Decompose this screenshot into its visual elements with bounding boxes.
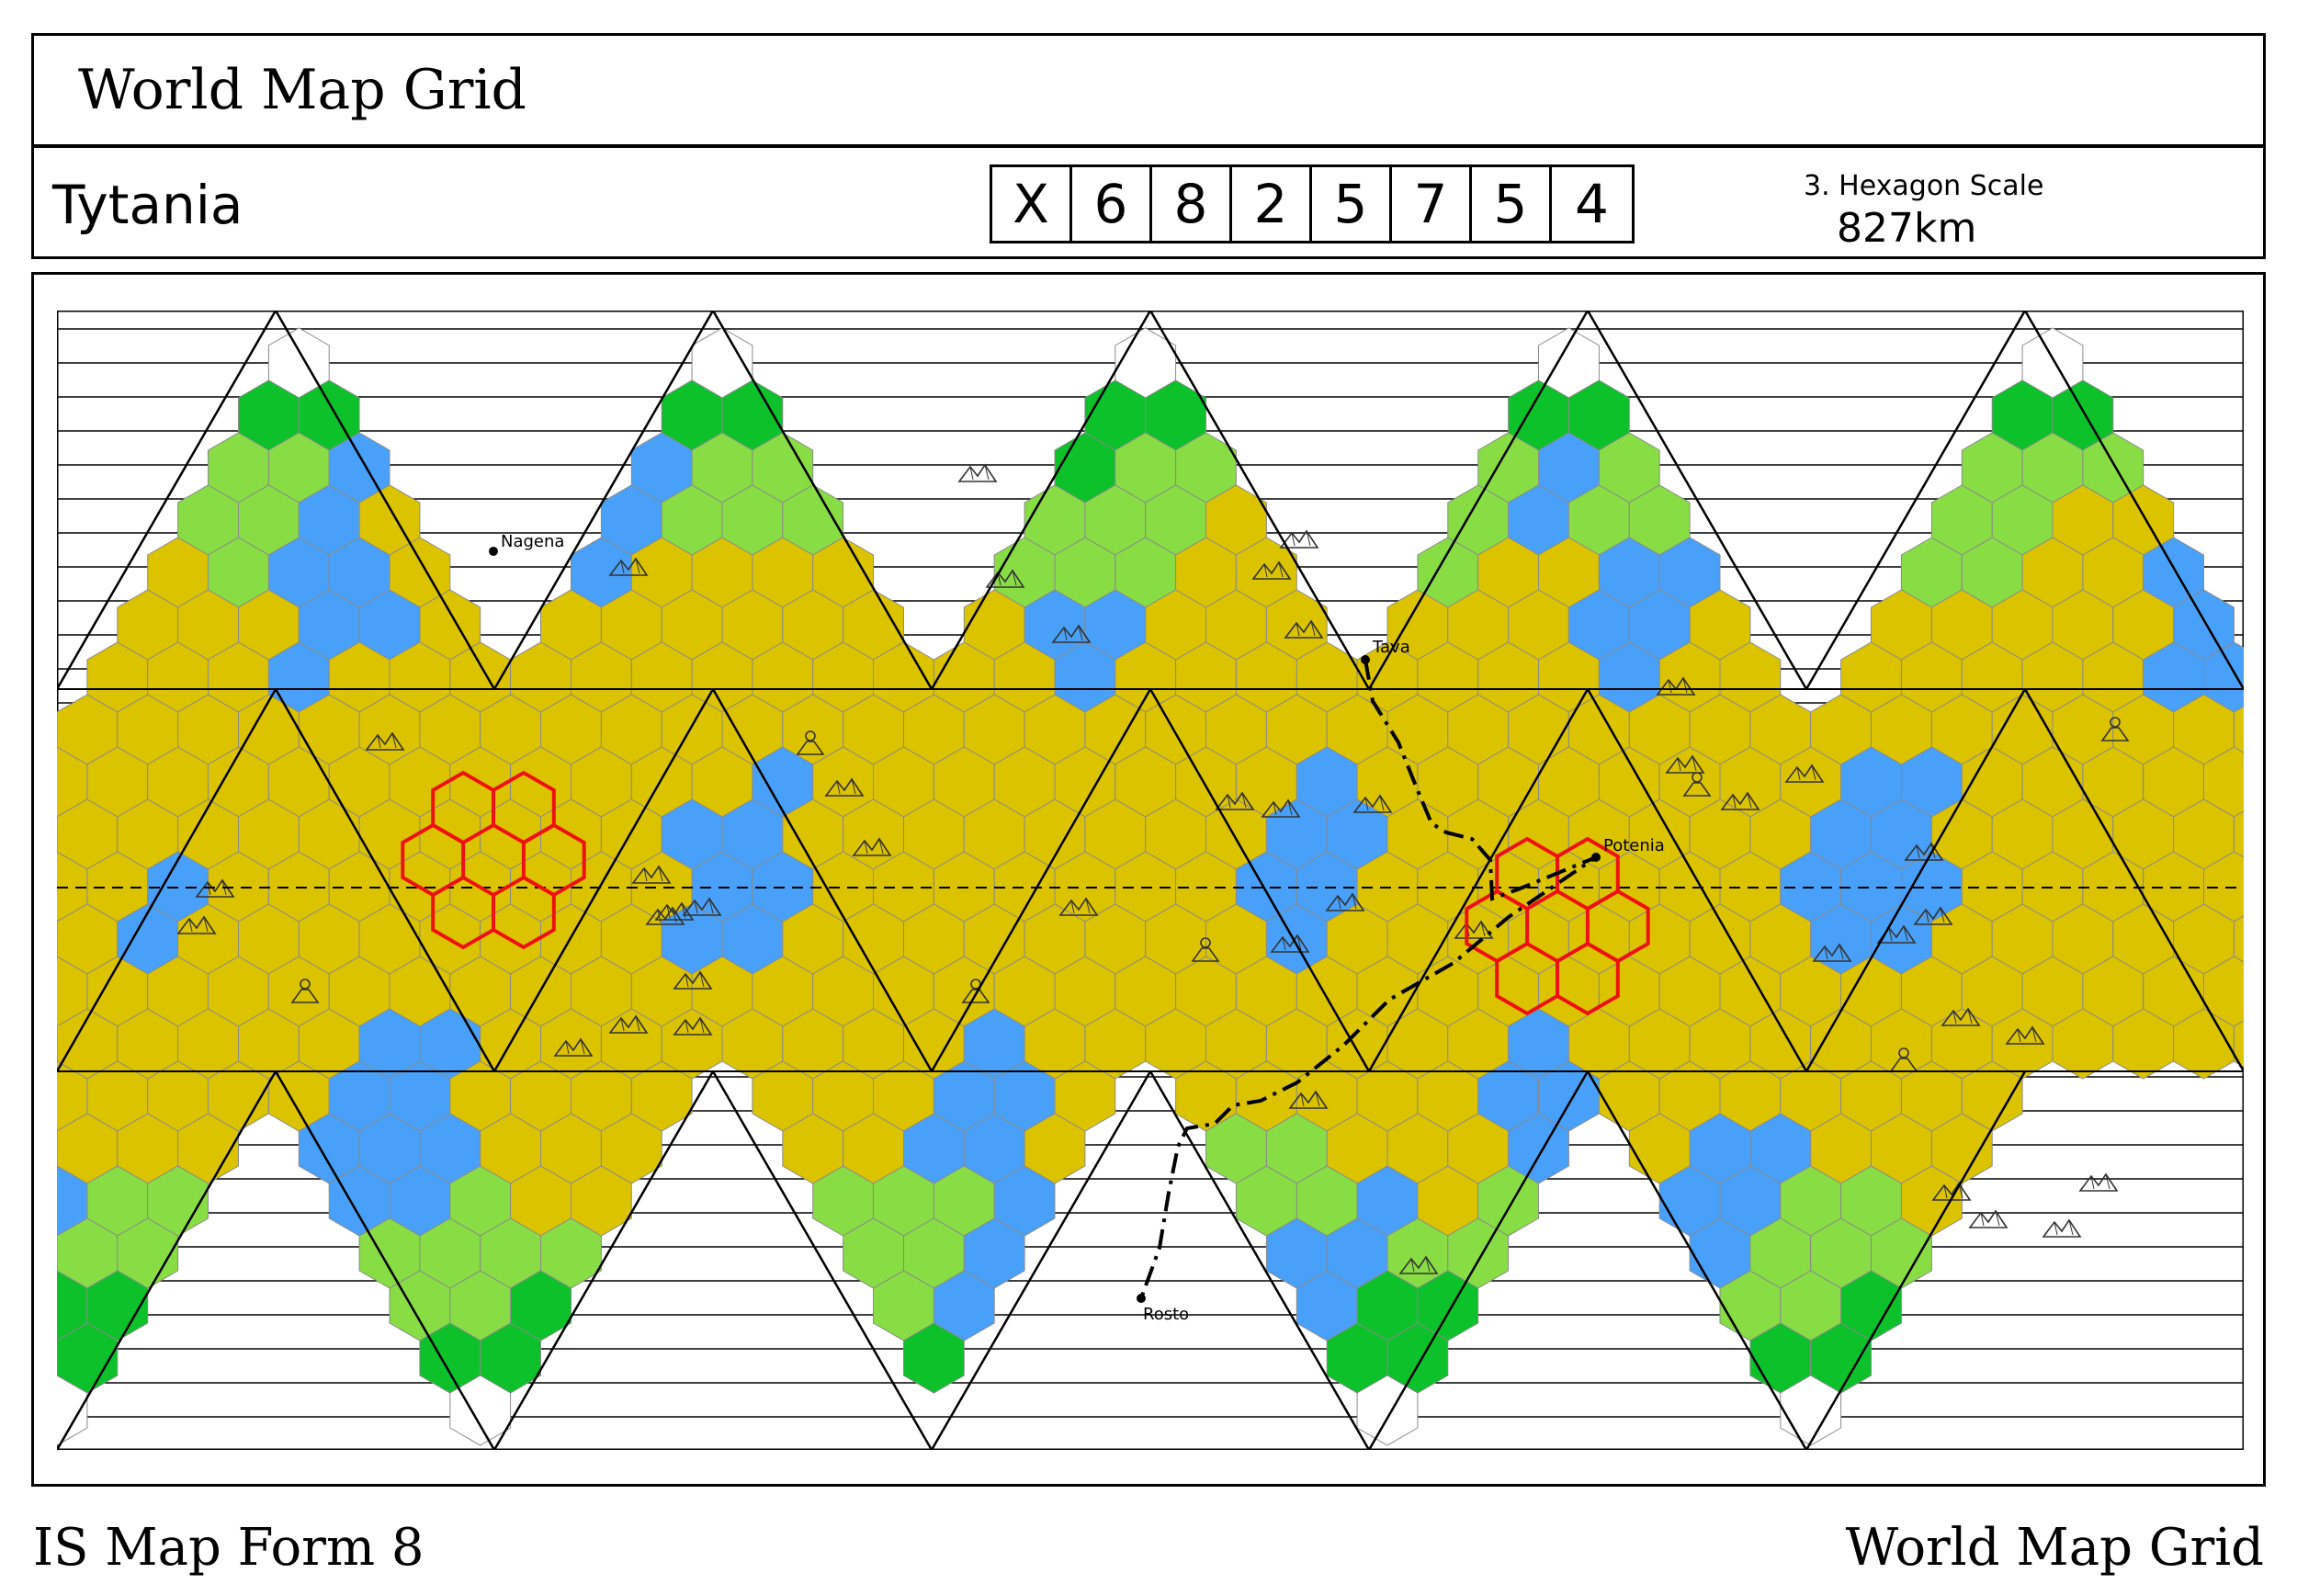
form-number: IS Map Form 8 [33,1518,424,1578]
highlight-ring-east [1465,836,1650,1016]
uwp-cell-starport: X [992,167,1072,241]
hex-scale-value: 827km [1837,205,1977,252]
mountain-icon [852,837,892,856]
volcano-icon [796,730,825,755]
world-info-box: Tytania X 6 8 2 5 7 5 4 3. Hexagon Scale… [31,145,2266,259]
uwp-code: X 6 8 2 5 7 5 4 [990,164,1635,243]
icosahedron-outline [57,311,2244,1450]
mountain-icon [1784,764,1825,783]
mountain-icon [1284,619,1324,639]
title-box: World Map Grid [31,33,2266,147]
location-nagena[interactable]: Nagena [489,532,564,556]
mountain-icon [1325,892,1365,911]
icosahedral-world-map: Nagena Tava Potenia Rosto [57,311,2244,1450]
mountain-icon [1968,1209,2008,1228]
mountain-icon [1058,897,1099,916]
footer-title: World Map Grid [1845,1518,2264,1578]
mountain-icon [1261,798,1301,818]
mountain-icon [1352,794,1393,813]
mountain-icon [176,915,217,934]
mountain-icon [2005,1025,2045,1045]
mountain-icon [1720,791,1760,810]
form-title: World Map Grid [78,58,526,122]
mountain-icon [1288,1090,1329,1109]
mountain-icon [365,731,405,751]
mountain-icon [608,1014,649,1034]
hex-scale-label: 3. Hexagon Scale [1804,170,2044,202]
mountain-icon [1913,906,1953,925]
mountain-icon [645,906,685,925]
mountain-icon [1941,1007,1981,1026]
mountain-icon [957,463,998,482]
map-frame: Nagena Tava Potenia Rosto [31,272,2266,1487]
mountain-icon [1051,624,1092,643]
mountain-icon [824,777,865,797]
volcano-icon [290,979,320,1003]
uwp-cell-tech: 4 [1575,173,1609,235]
uwp-cell-hydrographics: 2 [1232,167,1312,241]
world-name: Tytania [52,174,243,236]
volcano-icon [1191,937,1220,962]
trade-route [1139,659,1598,1299]
uwp-cell-population: 5 [1312,167,1392,241]
mountain-icon [1251,560,1292,580]
location-label: Potenia [1603,836,1665,855]
mountain-icon [1215,791,1255,810]
mountain-icon [2042,1218,2082,1238]
highlight-ring-west [401,770,586,950]
mountain-icon [1279,529,1319,549]
location-label: Rosto [1143,1305,1189,1324]
location-tava[interactable]: Tava [1361,638,1410,664]
uwp-cell-government: 7 [1392,167,1472,241]
mountain-icon [608,557,649,576]
uwp-cell-size: 6 [1072,167,1152,241]
mountain-icon [2078,1172,2119,1192]
mountain-icon [553,1037,594,1057]
uwp-cell-law: 5 [1472,167,1552,241]
mountain-icon [682,897,722,916]
mountain-icon [673,970,713,990]
location-rosto[interactable]: Rosto [1137,1294,1189,1324]
volcano-icon [2100,717,2130,741]
mountain-icon [1398,1255,1439,1274]
location-label: Tava [1372,638,1410,657]
mountain-icon [1812,943,1852,962]
volcano-icon [1682,772,1712,797]
uwp-cell-atmosphere: 8 [1152,167,1232,241]
mountain-icon [1656,676,1696,696]
mountain-icon [673,1016,713,1036]
location-label: Nagena [501,532,564,551]
mountain-icon [631,865,672,884]
location-potenia[interactable]: Potenia [1591,836,1665,862]
